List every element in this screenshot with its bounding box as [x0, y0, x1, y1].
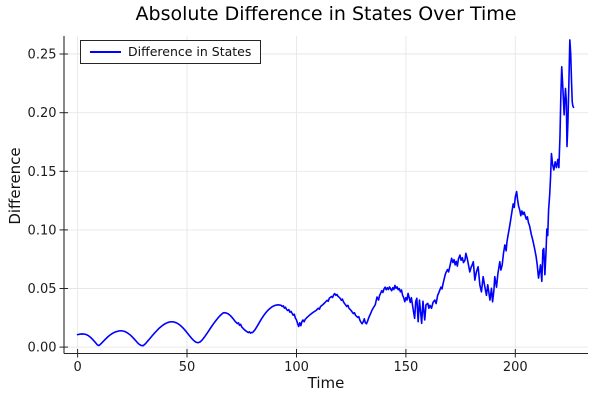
y-tick-label: 0.00: [28, 341, 57, 356]
chart-title: Absolute Difference in States Over Time: [135, 3, 517, 25]
y-tick-label: 0.15: [28, 165, 57, 180]
y-axis-label: Difference: [6, 147, 24, 225]
legend-entry-label: Difference in States: [128, 43, 252, 59]
x-tick-label: 0: [73, 360, 81, 375]
x-axis-label: Time: [307, 374, 345, 392]
legend-box: Difference in States: [80, 40, 262, 64]
y-tick-label: 0.05: [28, 282, 57, 297]
x-tick-label: 200: [503, 360, 528, 375]
x-tick-label: 150: [393, 360, 418, 375]
legend-line-sample: [90, 51, 121, 53]
y-tick-label: 0.25: [28, 48, 57, 63]
series-line: [76, 39, 575, 347]
x-tick-label: 100: [284, 360, 309, 375]
y-tick-label: 0.10: [28, 223, 57, 238]
x-tick-label: 50: [179, 360, 196, 375]
y-tick-label: 0.20: [28, 106, 57, 121]
